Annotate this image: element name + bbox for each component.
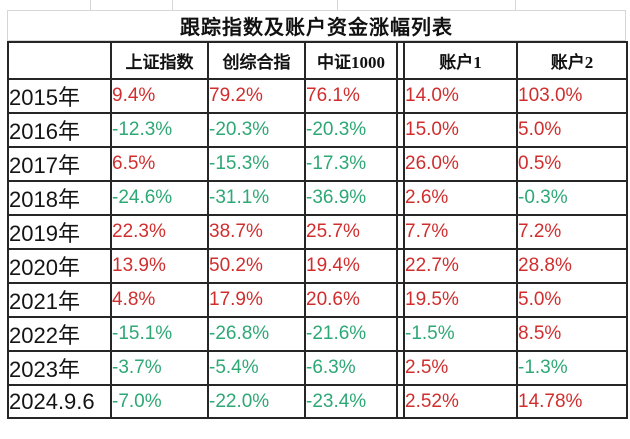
value-cell[interactable]: 2.6% [403,180,518,216]
value-cell[interactable]: -3.7% [110,350,209,386]
gridline [515,0,516,10]
spacer-column-cell [396,316,405,352]
value-cell[interactable]: 103.0% [516,78,628,114]
year-cell[interactable]: 2023年 [7,350,112,386]
value-cell[interactable]: 7.7% [403,214,518,250]
value-cell[interactable]: 7.2% [516,214,628,250]
spacer-column-cell [396,78,405,114]
value-cell[interactable]: 50.2% [207,248,306,284]
column-header[interactable]: 创综合指 [207,41,306,80]
year-cell[interactable]: 2018年 [7,180,112,216]
value-cell[interactable]: 6.5% [110,146,209,182]
value-cell[interactable]: -0.3% [516,180,628,216]
value-cell[interactable]: 20.6% [304,282,398,318]
value-cell[interactable]: 14.0% [403,78,518,114]
value-cell[interactable]: 15.0% [403,112,518,148]
table-row: 2020年 13.9% 50.2% 19.4% 22.7% 28.8% [7,248,628,284]
value-cell[interactable]: -1.3% [516,350,628,386]
corner-header-cell[interactable] [7,41,112,80]
spacer-column-cell [396,112,405,148]
value-cell[interactable]: -36.9% [304,180,398,216]
value-cell[interactable]: 79.2% [207,78,306,114]
year-cell[interactable]: 2019年 [7,214,112,250]
spacer-column-cell [396,282,405,318]
value-cell[interactable]: 38.7% [207,214,306,250]
table-row: 2015年 9.4% 79.2% 76.1% 14.0% 103.0% [7,78,628,114]
value-cell[interactable]: 14.78% [516,384,628,419]
value-cell[interactable]: 19.4% [304,248,398,284]
table-row: 2021年 4.8% 17.9% 20.6% 19.5% 5.0% [7,282,628,318]
value-cell[interactable]: -17.3% [304,146,398,182]
table-row: 2024.9.6 -7.0% -22.0% -23.4% 2.52% 14.78% [7,384,628,419]
value-cell[interactable]: 8.5% [516,316,628,352]
year-cell[interactable]: 2024.9.6 [7,384,112,419]
value-cell[interactable]: 2.5% [403,350,518,386]
spacer-column-cell [396,214,405,250]
value-cell[interactable]: -5.4% [207,350,306,386]
table-body: 2015年 9.4% 79.2% 76.1% 14.0% 103.0% 2016年 -12.3… [7,78,628,419]
value-cell[interactable]: -31.1% [207,180,306,216]
value-cell[interactable]: 5.0% [516,112,628,148]
table-row: 2016年 -12.3% -20.3% -20.3% 15.0% 5.0% [7,112,628,148]
value-cell[interactable]: -7.0% [110,384,209,419]
year-cell[interactable]: 2020年 [7,248,112,284]
value-cell[interactable]: -15.1% [110,316,209,352]
value-cell[interactable]: 25.7% [304,214,398,250]
value-cell[interactable]: 17.9% [207,282,306,318]
column-header[interactable]: 上证指数 [110,41,209,80]
year-cell[interactable]: 2022年 [7,316,112,352]
value-cell[interactable]: 9.4% [110,78,209,114]
value-cell[interactable]: 19.5% [403,282,518,318]
value-cell[interactable]: -20.3% [207,112,306,148]
gridline [172,0,173,10]
value-cell[interactable]: -6.3% [304,350,398,386]
table-row: 2022年 -15.1% -26.8% -21.6% -1.5% 8.5% [7,316,628,352]
value-cell[interactable]: 76.1% [304,78,398,114]
value-cell[interactable]: -15.3% [207,146,306,182]
spacer-column-header [396,41,405,80]
spacer-column-cell [396,248,405,284]
spacer-column-cell [396,350,405,386]
spacer-column-cell [396,146,405,182]
gridline [337,0,338,10]
value-cell[interactable]: -20.3% [304,112,398,148]
table-row: 2019年 22.3% 38.7% 25.7% 7.7% 7.2% [7,214,628,250]
table-row: 2018年 -24.6% -31.1% -36.9% 2.6% -0.3% [7,180,628,216]
value-cell[interactable]: -22.0% [207,384,306,419]
year-cell[interactable]: 2015年 [7,78,112,114]
value-cell[interactable]: 2.52% [403,384,518,419]
value-cell[interactable]: 26.0% [403,146,518,182]
title-cell[interactable]: 跟踪指数及账户资金涨幅列表 [7,10,626,41]
page-title: 跟踪指数及账户资金涨幅列表 [180,17,453,39]
spacer-column-cell [396,384,405,419]
header-row: 上证指数 创综合指 中证1000 账户1 账户2 [7,41,628,80]
value-cell[interactable]: -12.3% [110,112,209,148]
column-header[interactable]: 账户1 [403,41,518,80]
year-cell[interactable]: 2017年 [7,146,112,182]
value-cell[interactable]: -23.4% [304,384,398,419]
gridline [90,0,91,10]
year-cell[interactable]: 2021年 [7,282,112,318]
spacer-column-cell [396,180,405,216]
value-cell[interactable]: 4.8% [110,282,209,318]
column-header[interactable]: 中证1000 [304,41,398,80]
value-cell[interactable]: -1.5% [403,316,518,352]
year-cell[interactable]: 2016年 [7,112,112,148]
value-cell[interactable]: 22.3% [110,214,209,250]
performance-table: 上证指数 创综合指 中证1000 账户1 账户2 2015年 9.4% 79.2% 76.1%… [7,41,628,419]
value-cell[interactable]: 5.0% [516,282,628,318]
table-row: 2017年 6.5% -15.3% -17.3% 26.0% 0.5% [7,146,628,182]
table-row: 2023年 -3.7% -5.4% -6.3% 2.5% -1.3% [7,350,628,386]
value-cell[interactable]: 28.8% [516,248,628,284]
value-cell[interactable]: 0.5% [516,146,628,182]
value-cell[interactable]: -24.6% [110,180,209,216]
value-cell[interactable]: -26.8% [207,316,306,352]
value-cell[interactable]: -21.6% [304,316,398,352]
value-cell[interactable]: 22.7% [403,248,518,284]
value-cell[interactable]: 13.9% [110,248,209,284]
column-header[interactable]: 账户2 [516,41,628,80]
